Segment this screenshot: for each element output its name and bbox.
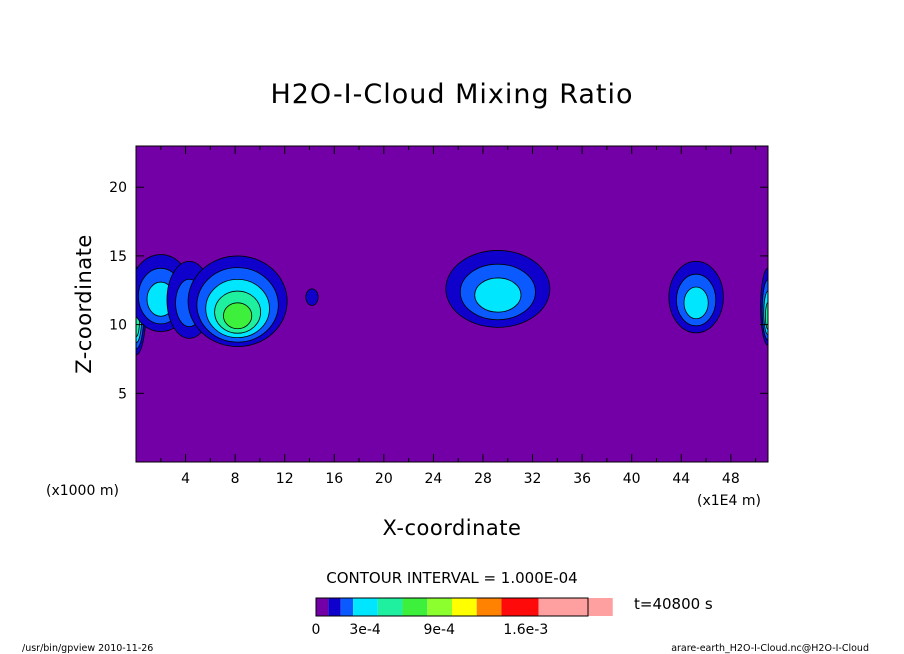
cloud-contours [136,250,768,356]
contour-level [305,288,319,306]
x-tick-label: 20 [375,471,393,487]
colorbar-labels: 0 3e-4 9e-4 1.6e-3 [312,622,549,638]
x-axis-ticks: 4 8 12 16 20 24 28 32 36 40 44 48 [160,146,757,487]
colorbar-swatch [402,598,428,616]
colorbar [315,597,613,617]
colorbar-swatch [501,598,539,616]
cloud-cell [668,261,724,334]
x-tick-label: 48 [722,471,740,487]
colorbar-swatch [377,598,403,616]
y-tick-label: 15 [109,249,127,265]
x-tick-label: 8 [231,471,240,487]
y-axis-label: Z-coordinate [72,234,96,374]
x-scale-note: (x1E4 m) [697,493,761,509]
y-tick-label: 5 [118,386,127,402]
colorbar-swatch [538,598,613,616]
footer-right: arare-earth_H2O-I-Cloud.nc@H2O-I-Cloud [671,643,869,654]
x-tick-label: 44 [672,471,690,487]
y-tick-label: 20 [109,180,127,196]
x-tick-label: 4 [181,471,190,487]
y-axis-ticks: 5 10 15 20 [109,180,768,402]
x-axis-label: X-coordinate [383,516,522,540]
cloud-cell [305,288,319,306]
x-tick-label: 32 [524,471,542,487]
chart-title: H2O-I-Cloud Mixing Ratio [270,79,633,110]
y-tick-label: 10 [109,318,127,334]
colorbar-swatch [316,598,329,616]
x-tick-label: 24 [424,471,442,487]
contour-level [223,302,253,330]
contour-level [683,286,709,320]
colorbar-frame [315,597,589,617]
footer-left: /usr/bin/gpview 2010-11-26 [22,643,153,654]
colorbar-tick-label: 9e-4 [424,622,456,638]
time-label: t=40800 s [634,595,713,613]
plot-frame [135,145,769,463]
colorbar-swatch [328,598,341,616]
colorbar-tick-label: 3e-4 [349,622,381,638]
colorbar-swatch [353,598,378,616]
cloud-cell [445,250,551,328]
colorbar-swatch [340,598,354,616]
contour-interval-label: CONTOUR INTERVAL = 1.000E-04 [326,569,577,587]
contour-level [474,277,522,313]
cloud-cell [187,255,288,347]
x-tick-label: 28 [474,471,492,487]
colorbar-tick-label: 1.6e-3 [503,622,548,638]
x-tick-label: 36 [573,471,591,487]
x-tick-label: 12 [276,471,294,487]
x-tick-label: 16 [325,471,343,487]
colorbar-swatch [452,598,477,616]
x-unit-label: (x1000 m) [46,483,119,499]
colorbar-swatch [476,598,502,616]
contour-level [765,302,768,330]
colorbar-swatch [427,598,452,616]
x-tick-label: 40 [623,471,641,487]
colorbar-tick-label: 0 [312,622,321,638]
